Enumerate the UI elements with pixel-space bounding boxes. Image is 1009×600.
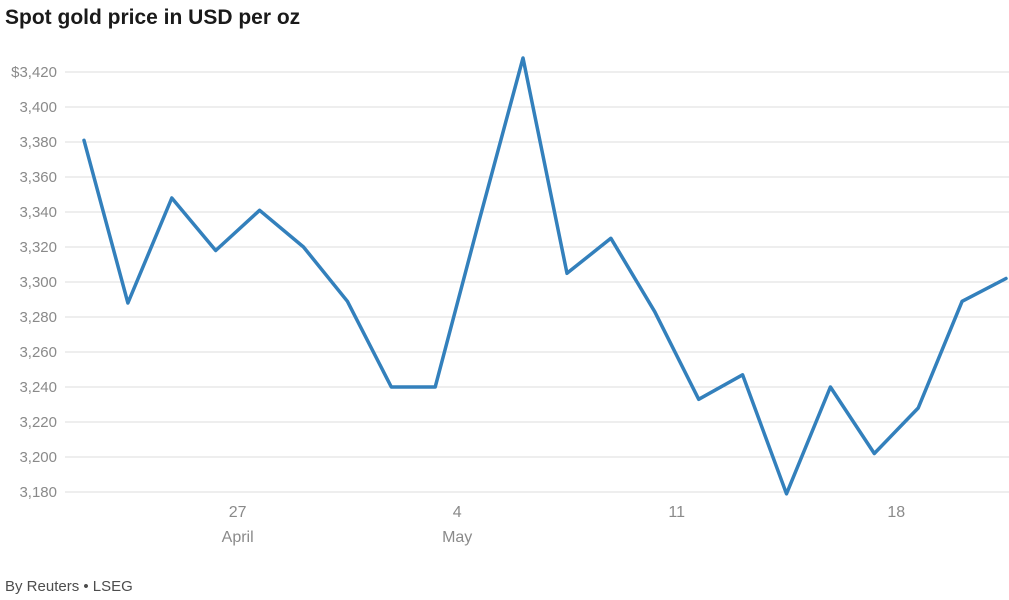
y-axis-label: 3,340 bbox=[19, 204, 57, 221]
y-axis-label: $3,420 bbox=[11, 64, 57, 81]
y-axis-label: 3,220 bbox=[19, 414, 57, 431]
chart-title: Spot gold price in USD per oz bbox=[5, 6, 301, 29]
y-axis-label: 3,300 bbox=[19, 274, 57, 291]
y-axis-label: 3,320 bbox=[19, 239, 57, 256]
x-axis-day-label: 11 bbox=[668, 504, 685, 521]
y-axis-label: 3,260 bbox=[19, 344, 57, 361]
y-axis-label: 3,200 bbox=[19, 449, 57, 466]
x-axis-month-label: May bbox=[442, 529, 472, 546]
y-axis-label: 3,360 bbox=[19, 169, 57, 186]
line-chart: $3,420 3,400 3,380 3,360 3,340 3,320 3,300 3,28… bbox=[11, 56, 1009, 546]
y-axis-label: 3,280 bbox=[19, 309, 57, 326]
x-axis-month-label: April bbox=[222, 529, 254, 546]
source-attribution: By Reuters • LSEG bbox=[5, 578, 133, 595]
y-axis-label: 3,240 bbox=[19, 379, 57, 396]
y-axis-label: 3,380 bbox=[19, 134, 57, 151]
price-line bbox=[82, 56, 1008, 496]
y-axis-label: 3,180 bbox=[19, 484, 57, 501]
x-axis-day-label: 18 bbox=[887, 504, 905, 521]
y-axis-label: 3,400 bbox=[19, 99, 57, 116]
x-axis-day-label: 4 bbox=[453, 504, 462, 521]
x-axis-day-label: 27 bbox=[229, 504, 247, 521]
